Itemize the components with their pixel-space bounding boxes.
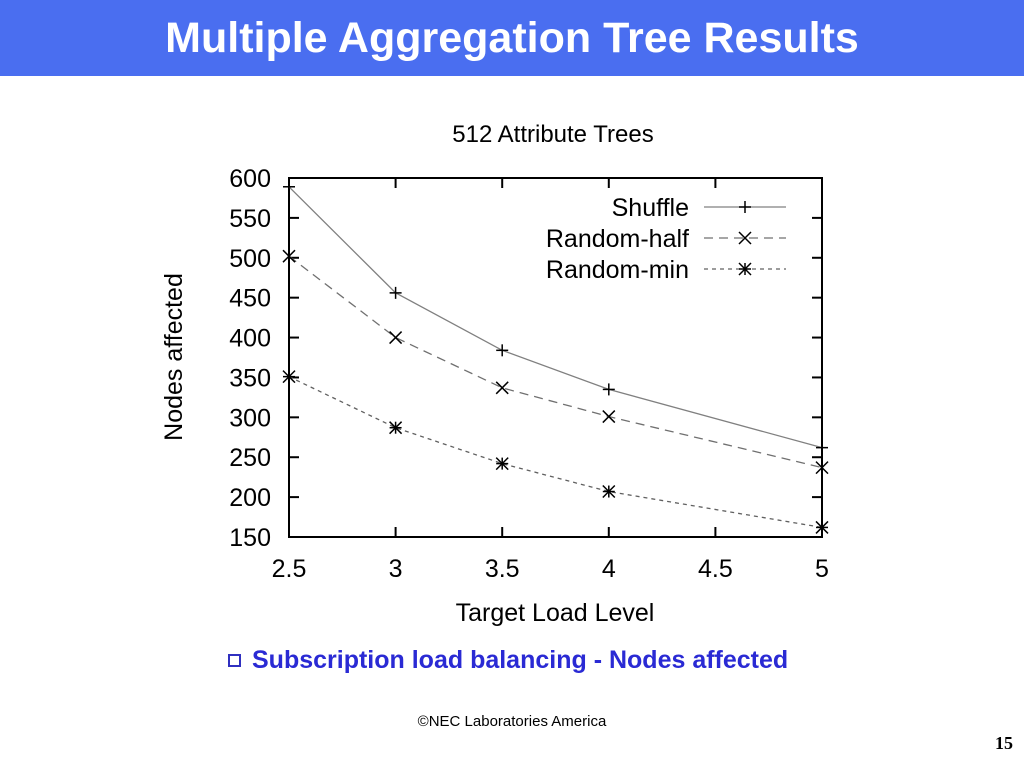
x-tick-label: 4 bbox=[602, 555, 616, 583]
page-number: 15 bbox=[995, 733, 1013, 753]
data-point-random-min bbox=[389, 421, 403, 435]
line-chart: 512 Attribute Trees 15020025030035040045… bbox=[160, 121, 829, 627]
chart-title: 512 Attribute Trees bbox=[452, 121, 653, 148]
y-tick-label: 450 bbox=[229, 285, 271, 313]
data-point-shuffle bbox=[283, 180, 295, 193]
checkbox-bullet-icon bbox=[228, 653, 241, 667]
legend: Shuffle Random-half Random-min bbox=[546, 194, 786, 284]
y-tick-label: 500 bbox=[229, 245, 271, 273]
data-point-random-min bbox=[282, 370, 296, 384]
bullet-item: Subscription load balancing - Nodes affe… bbox=[228, 643, 788, 677]
data-point-shuffle bbox=[816, 441, 828, 454]
y-tick-label: 350 bbox=[229, 364, 271, 392]
bullet-text: Subscription load balancing - Nodes affe… bbox=[252, 645, 789, 674]
legend-marker-random-half bbox=[738, 231, 752, 245]
legend-marker-shuffle bbox=[739, 201, 751, 213]
series-line-random-half bbox=[288, 255, 823, 469]
series-line-random-min bbox=[288, 376, 823, 529]
legend-label-random-min: Random-min bbox=[546, 256, 689, 284]
data-point-random-half bbox=[495, 381, 509, 395]
data-point-shuffle bbox=[496, 344, 509, 357]
series-layer bbox=[282, 180, 829, 534]
y-axis-ticks: 150 200 250 300 350 400 450 500 550 600 bbox=[229, 165, 822, 552]
y-tick-label: 550 bbox=[229, 205, 271, 233]
y-tick-label: 600 bbox=[229, 165, 271, 193]
plot-frame bbox=[288, 177, 823, 538]
x-tick-label: 3 bbox=[389, 555, 403, 583]
data-point-random-half bbox=[389, 331, 403, 345]
data-point-random-min bbox=[602, 484, 616, 499]
legend-label-shuffle: Shuffle bbox=[612, 194, 689, 222]
x-tick-label: 2.5 bbox=[272, 555, 307, 583]
data-point-random-half bbox=[815, 461, 829, 475]
title-bar: Multiple Aggregation Tree Results bbox=[0, 0, 1024, 76]
y-tick-label: 150 bbox=[229, 524, 271, 552]
x-tick-label: 3.5 bbox=[485, 555, 520, 583]
data-point-random-min bbox=[495, 457, 509, 471]
data-point-shuffle bbox=[389, 286, 402, 299]
y-tick-label: 200 bbox=[229, 484, 271, 512]
x-axis-label: Target Load Level bbox=[456, 599, 655, 627]
data-point-random-min bbox=[815, 520, 829, 534]
y-axis-label: Nodes affected bbox=[160, 273, 188, 441]
y-tick-label: 300 bbox=[229, 404, 271, 432]
legend-label-random-half: Random-half bbox=[546, 225, 689, 253]
data-point-random-half bbox=[602, 410, 616, 424]
y-tick-label: 250 bbox=[229, 444, 271, 472]
x-tick-label: 5 bbox=[815, 555, 829, 583]
legend-marker-random-min bbox=[738, 262, 752, 276]
x-tick-label: 4.5 bbox=[698, 555, 733, 583]
slide-title: Multiple Aggregation Tree Results bbox=[165, 14, 859, 62]
data-point-shuffle bbox=[602, 383, 615, 396]
y-tick-label: 400 bbox=[229, 325, 271, 353]
data-point-random-half bbox=[282, 249, 296, 263]
footer-copyright: ©NEC Laboratories America bbox=[417, 713, 607, 730]
